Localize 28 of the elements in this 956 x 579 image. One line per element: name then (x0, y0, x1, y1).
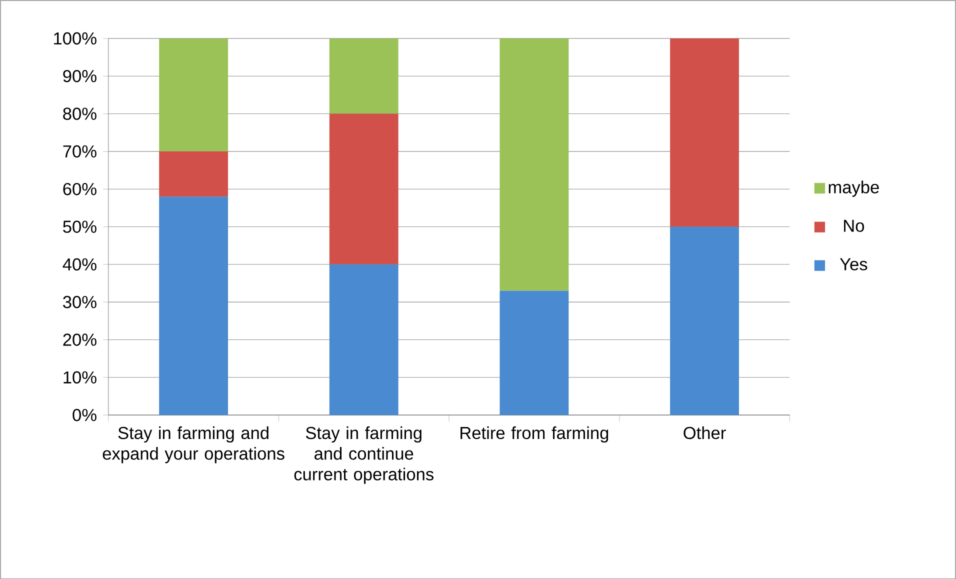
bar (159, 196, 228, 415)
y-tick-label: 100% (54, 32, 96, 44)
bar (329, 114, 398, 264)
y-tick-label: 40% (62, 258, 96, 270)
y-tick-label: 0% (72, 408, 96, 421)
legend-label: Yes (840, 258, 868, 270)
legend-label: No (844, 220, 864, 232)
y-tick-label: 30% (63, 296, 96, 308)
x-tick-label: Stay in farming and continue current operations (294, 426, 434, 484)
x-tick-label: Stay in farming and expand your operations (102, 426, 284, 464)
bar (329, 38, 398, 114)
bar (159, 151, 228, 196)
y-tick-label: 80% (63, 107, 96, 120)
bar (500, 290, 569, 415)
x-tick-label: Retire from farming (460, 426, 608, 442)
y-tick-label: 60% (63, 182, 96, 196)
bar (670, 226, 739, 415)
bar (670, 38, 739, 227)
y-tick-label: 70% (63, 145, 96, 158)
bar (500, 38, 569, 291)
y-tick-label: 20% (63, 333, 96, 346)
y-tick-label: 50% (63, 220, 96, 233)
bar (159, 38, 228, 152)
x-tick-label: Other (684, 426, 726, 439)
legend-label: maybe (828, 180, 879, 197)
bar (329, 264, 398, 415)
y-tick-label: 10% (64, 371, 96, 384)
y-tick-label: 90% (63, 70, 96, 82)
